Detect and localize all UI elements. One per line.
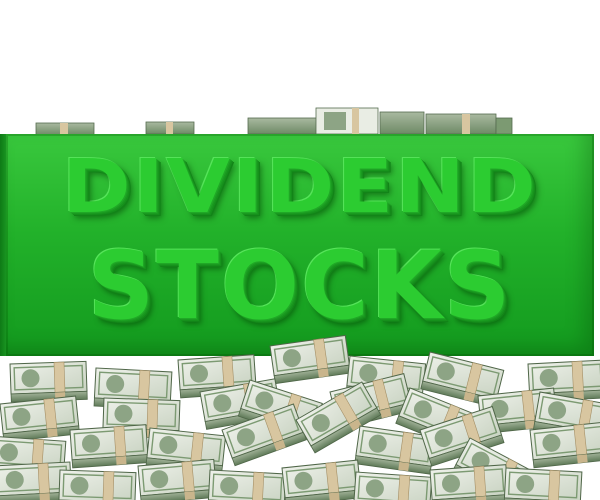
sign-text-stocks: STOCKS <box>87 232 513 341</box>
green-sign: DIVIDEND STOCKS <box>6 134 594 356</box>
pile-bundles <box>0 334 600 500</box>
sign-side-edge <box>0 134 8 356</box>
sign-text-dividend: DIVIDEND <box>61 144 539 230</box>
back-stack-left <box>35 122 95 136</box>
